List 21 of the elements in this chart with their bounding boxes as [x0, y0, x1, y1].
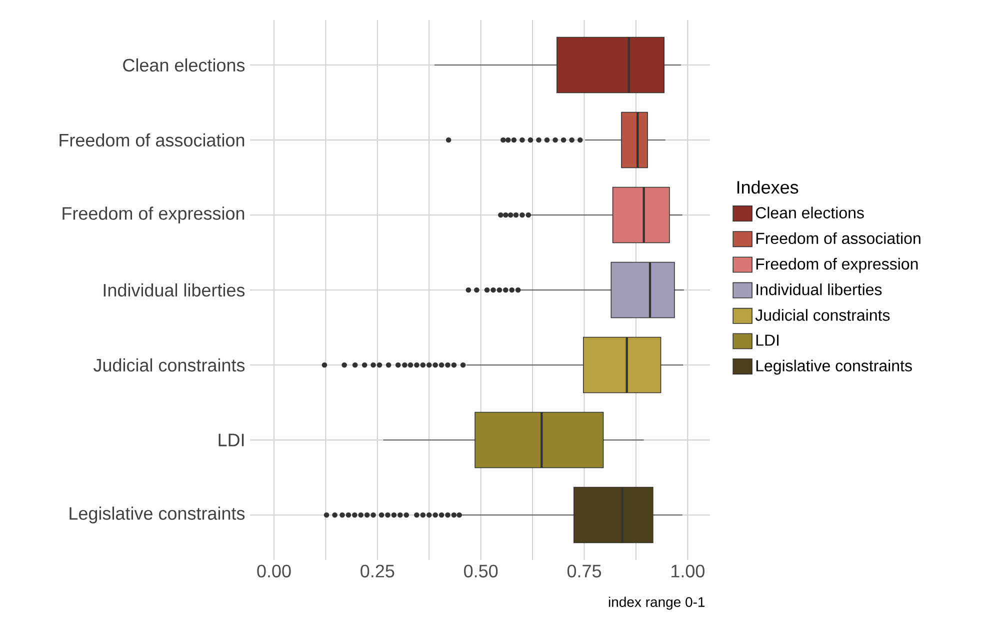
- x-axis-title: index range 0-1: [608, 596, 705, 610]
- legend-title: Indexes: [737, 180, 798, 194]
- legend-label: Judicial constraints: [755, 309, 890, 321]
- x-tick-label: 0.25: [360, 564, 394, 578]
- legend-label: Freedom of association: [756, 232, 920, 244]
- y-tick-label: Freedom of association: [60, 133, 244, 147]
- y-tick-label: LDI: [218, 434, 244, 446]
- legend-label: Freedom of expression: [756, 258, 918, 273]
- x-tick-label: 1.00: [672, 564, 704, 578]
- x-tick-label: 0.50: [464, 564, 498, 578]
- legend-label: Individual liberties: [756, 284, 882, 296]
- y-tick-label: Clean elections: [123, 58, 245, 72]
- x-tick-label: 0.00: [257, 564, 291, 578]
- legend-label: Clean elections: [756, 206, 864, 218]
- x-tick-label: 0.75: [567, 564, 602, 578]
- legend-label: Legislative constraints: [756, 360, 912, 375]
- y-tick-label: Judicial constraints: [93, 358, 245, 372]
- y-tick-label: Freedom of expression: [62, 206, 244, 224]
- legend-label: LDI: [756, 334, 779, 346]
- y-tick-label: Legislative constraints: [70, 506, 245, 524]
- y-tick-label: Individual liberties: [104, 283, 245, 297]
